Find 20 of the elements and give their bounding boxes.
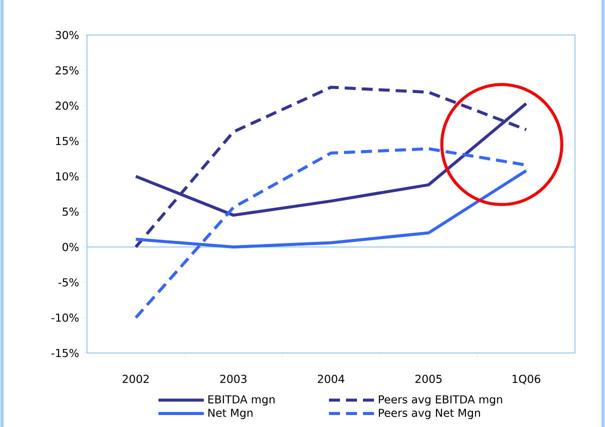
y-tick-label: 0%	[62, 242, 79, 252]
legend-label: EBITDA mgn	[208, 395, 275, 406]
x-tick-label: 2005	[415, 374, 442, 384]
y-tick-label: 25%	[56, 66, 79, 74]
y-tick-label: 20%	[56, 102, 79, 110]
legend-label: Peers avg EBITDA mgn	[378, 395, 502, 406]
y-tick-label: -10%	[51, 314, 79, 322]
x-tick-label: 1Q06	[512, 374, 540, 384]
y-tick-label: 10%	[56, 172, 79, 180]
y-tick-label: -15%	[51, 348, 79, 358]
x-tick-label: 2003	[220, 374, 246, 384]
y-tick-label: 15%	[56, 136, 79, 146]
legend-label: Peers avg Net Mgn	[378, 408, 480, 420]
y-tick-label: -5%	[58, 278, 79, 286]
line-series	[134, 86, 528, 248]
y-tick-label: 5%	[62, 208, 79, 216]
x-tick-label: 2002	[122, 374, 149, 384]
legend-label: Net Mgn	[208, 408, 252, 420]
x-tick-label: 2004	[318, 374, 344, 384]
y-tick-label: 30%	[56, 30, 79, 40]
